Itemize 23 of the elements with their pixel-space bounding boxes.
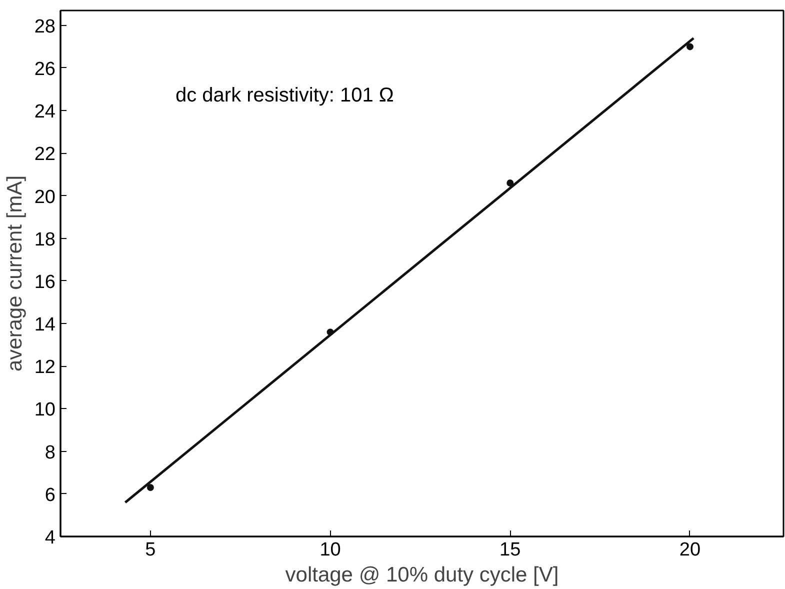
y-tick-label: 20 — [34, 186, 56, 208]
x-tick-label: 10 — [320, 540, 341, 560]
y-tick-label: 6 — [44, 484, 56, 506]
y-axis-title: average current [mA] — [3, 175, 26, 372]
y-tick-label: 14 — [34, 314, 56, 336]
x-tick-label: 5 — [145, 540, 156, 560]
y-tick-label: 28 — [34, 16, 56, 38]
y-tick-label: 12 — [34, 357, 56, 378]
y-tick-label: 24 — [34, 102, 56, 123]
y-tick-label: 22 — [34, 144, 56, 166]
y-tick-label: 4 — [44, 528, 56, 548]
point — [146, 484, 154, 492]
point — [686, 43, 694, 50]
y-tick-label: 8 — [44, 442, 56, 464]
x-axis-title: voltage @ 10% duty cycle [V] — [285, 564, 559, 586]
y-tick-label: 10 — [34, 400, 56, 421]
y-tick-label: 18 — [34, 229, 56, 250]
point — [506, 180, 514, 186]
x-tick-label: 15 — [500, 540, 521, 560]
y-tick-label: 26 — [34, 59, 56, 80]
annotation: dc dark resistivity: 101 Ω — [176, 84, 394, 106]
y-tick-label: 16 — [34, 272, 56, 293]
x-tick-label: 20 — [679, 540, 701, 560]
